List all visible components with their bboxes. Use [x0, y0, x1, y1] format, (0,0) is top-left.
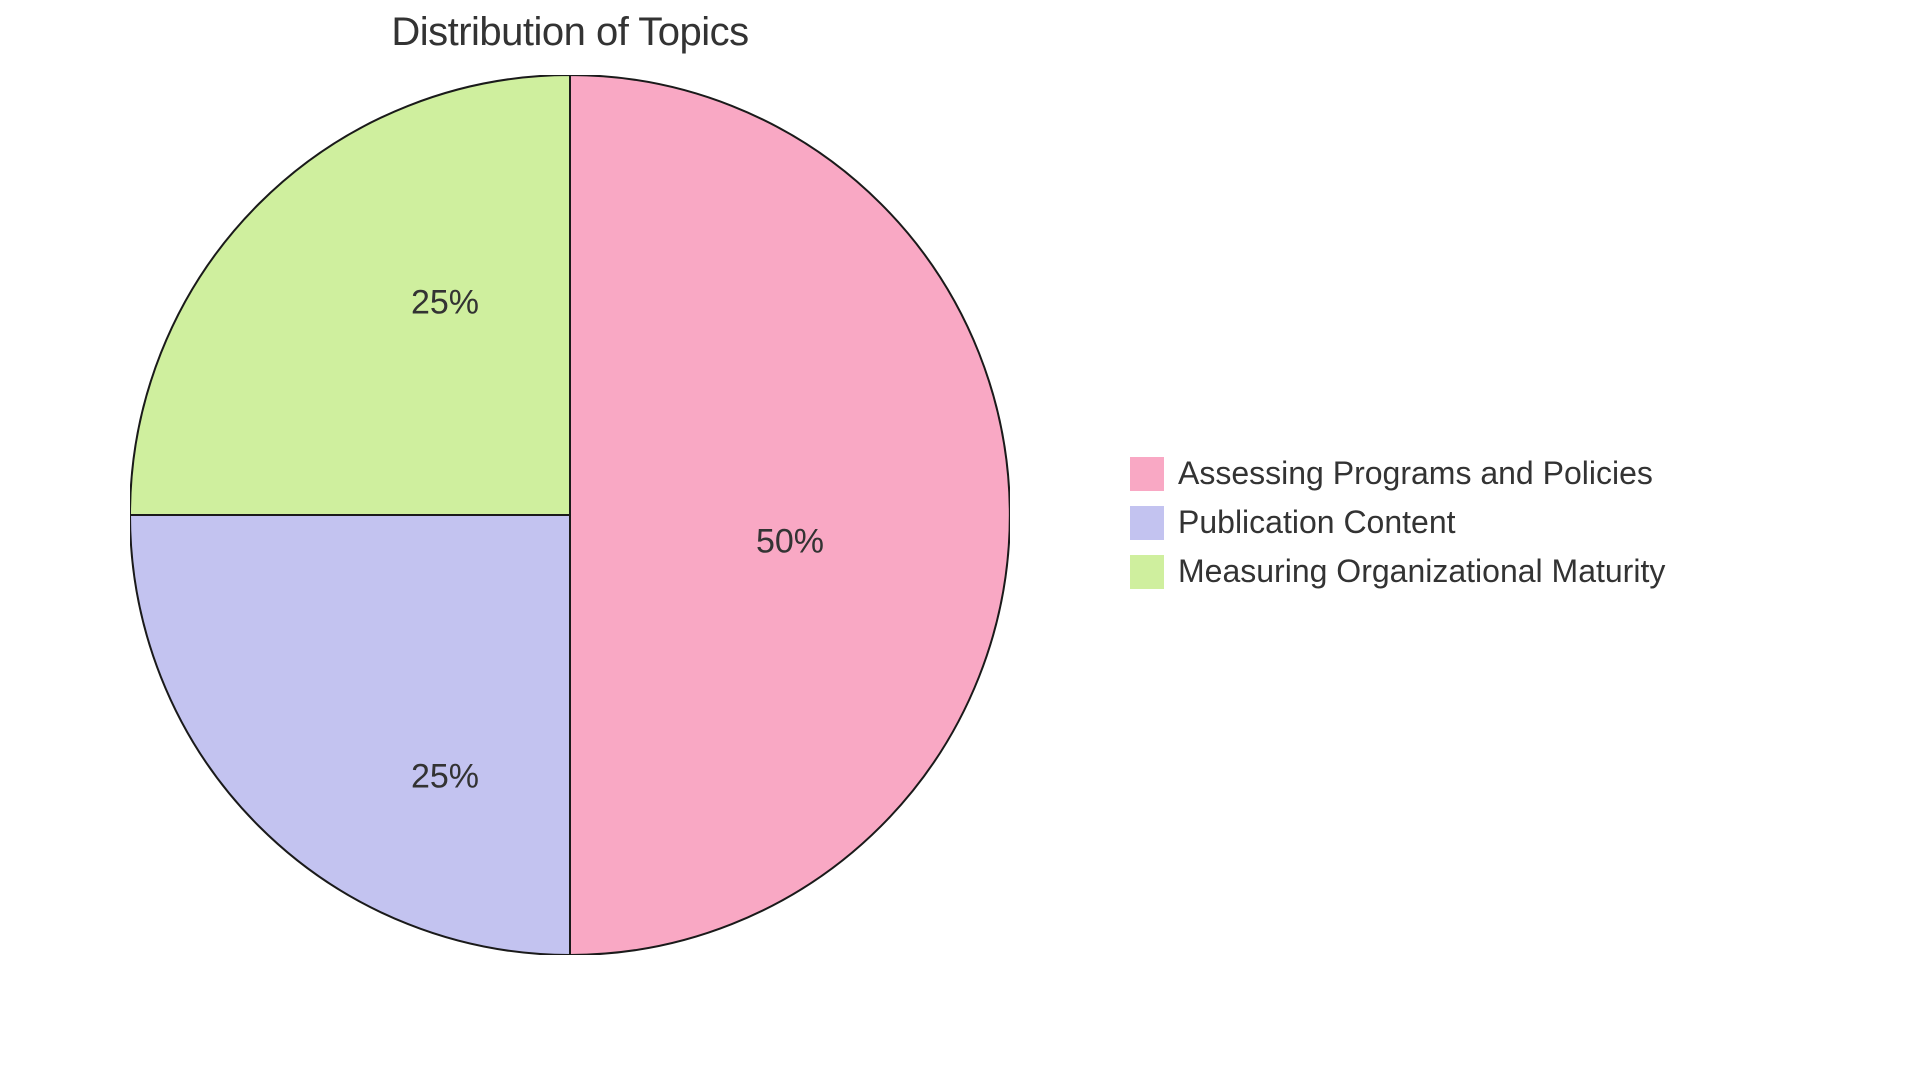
legend-label: Publication Content	[1178, 504, 1456, 541]
legend-item: Assessing Programs and Policies	[1130, 455, 1665, 492]
pie-chart-container: Distribution of Topics 50% 25% 25%	[130, 10, 1010, 955]
pie-slice	[570, 75, 1010, 955]
slice-percent-label: 50%	[756, 523, 824, 562]
legend: Assessing Programs and Policies Publicati…	[1130, 455, 1665, 602]
pie-chart-svg	[130, 75, 1010, 955]
slice-percent-label: 25%	[411, 284, 479, 323]
chart-title: Distribution of Topics	[130, 10, 1010, 55]
legend-swatch	[1130, 555, 1164, 589]
pie-slice	[130, 515, 570, 955]
legend-label: Assessing Programs and Policies	[1178, 455, 1653, 492]
legend-label: Measuring Organizational Maturity	[1178, 553, 1665, 590]
pie-slice	[130, 75, 570, 515]
legend-item: Publication Content	[1130, 504, 1665, 541]
slice-percent-label: 25%	[411, 758, 479, 797]
pie-wrapper: 50% 25% 25%	[130, 75, 1010, 955]
legend-swatch	[1130, 457, 1164, 491]
legend-swatch	[1130, 506, 1164, 540]
legend-item: Measuring Organizational Maturity	[1130, 553, 1665, 590]
